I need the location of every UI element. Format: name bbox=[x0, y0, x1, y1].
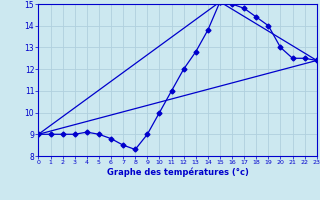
X-axis label: Graphe des températures (°c): Graphe des températures (°c) bbox=[107, 168, 249, 177]
